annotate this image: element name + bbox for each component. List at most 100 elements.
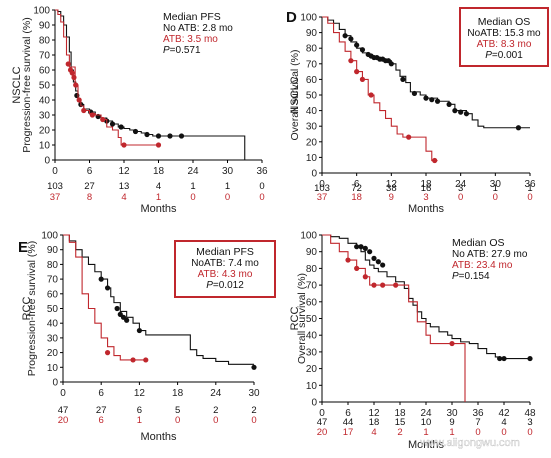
nsclc-os-y-tick-label: 80 [306,44,318,55]
nsclc-pfs-x-tick-label: 12 [118,166,130,177]
nsclc-pfs-x-tick-label: 36 [256,166,268,177]
nsclc-pfs-y-tick-label: 90 [39,21,51,32]
nsclc-pfs-censor-no_atb [144,131,150,138]
nsclc-os-x-tick-label: 12 [386,179,398,190]
rcc-os-risk-atb: 0 [527,427,532,438]
rcc-os-censor-atb [449,340,455,347]
nsclc-os-median-no-atb: NoATB: 15.3 mo [467,28,541,39]
rcc-pfs-curve-atb [63,234,146,361]
rcc-os-x-tick-label: 12 [368,408,380,419]
nsclc-pfs-y-tick-label: 30 [39,111,51,122]
nsclc-os-x-tick-label: 18 [420,179,432,190]
rcc-os-censor-atb [380,282,386,288]
nsclc-os-censor-no_atb [354,42,360,48]
rcc-pfs-risk-atb: 0 [213,415,218,426]
nsclc-pfs-risk-no-atb: 0 [259,181,264,192]
nsclc-pfs-median-no-atb: No ATB: 2.8 mo [163,23,233,34]
nsclc-os-risk-no-atb: 16 [421,183,432,194]
nsclc-pfs-risk-atb: 0 [190,192,195,203]
rcc-os-curve-atb [322,234,466,402]
nsclc-os-censor-no_atb [434,98,441,104]
rcc-os-x-tick-label: 0 [319,408,325,419]
nsclc-pfs-risk-atb: 0 [259,192,264,203]
nsclc-os-y-tick-label: 60 [306,75,318,86]
nsclc-pfs-censor-no_atb [167,133,173,139]
nsclc-os-risk-no-atb: 38 [386,183,397,194]
rcc-pfs-median-no-atb: NoATB: 7.4 mo [191,258,259,269]
rcc-pfs-x-tick-label: 24 [210,388,222,399]
nsclc-os-y-tick-label: 100 [300,13,317,24]
rcc-os-x-tick-label: 48 [524,408,536,419]
nsclc-os-x-tick-label: 36 [524,179,536,190]
nsclc-pfs-censor-no_atb [118,124,124,130]
rcc-os-censor-atb [393,282,399,288]
nsclc-pfs-censor-no_atb [74,92,80,99]
nsclc-os-censor-no_atb [400,76,406,82]
nsclc-os-median-box [459,7,549,67]
nsclc-os-censor-no_atb [348,36,354,42]
rcc-pfs-censor-atb [130,357,136,363]
rcc-pfs-risk-atb: 20 [58,415,69,426]
nsclc-pfs-risk-no-atb: 27 [84,181,95,192]
nsclc-os-risk-no-atb: 1 [493,183,498,194]
rcc-pfs-risk-atb: 0 [175,415,180,426]
rcc-os-risk-no-atb: 18 [369,417,380,428]
nsclc-pfs-risk-no-atb: 4 [156,181,161,192]
rcc-os-median-p: P=0.154 [452,271,490,282]
rcc-os-y-tick-label: 50 [306,314,318,325]
nsclc-os-median-p: P=0.001 [485,50,523,61]
rcc-pfs-censor-atb [143,357,149,363]
nsclc-pfs-y-tick-label: 10 [39,141,51,152]
rcc-pfs-panel-letter: E [18,239,28,256]
rcc-os-censor-no_atb [362,245,368,251]
nsclc-os-median-atb: ATB: 8.3 mo [477,39,532,50]
rcc-os-y-tick-label: 40 [306,331,318,342]
nsclc-pfs-censor-atb [89,112,95,118]
nsclc-pfs-censor-atb [100,116,106,123]
nsclc-os-panel-letter: D [286,9,297,26]
rcc-pfs-risk-atb: 1 [137,415,142,426]
nsclc-pfs-median-atb: ATB: 3.5 mo [163,34,218,45]
nsclc-os-censor-no_atb [429,97,435,103]
rcc-pfs-row-label: RCC [21,297,33,321]
nsclc-pfs-row-label: NSCLC [11,66,23,103]
nsclc-os-y-tick-label: 70 [306,59,318,70]
nsclc-pfs-curve-no_atb [55,9,246,160]
rcc-pfs-x-axis-label: Months [140,431,177,443]
rcc-os-risk-atb: 1 [423,427,428,438]
rcc-pfs-y-tick-label: 10 [47,363,59,374]
rcc-pfs-x-tick-label: 0 [60,388,66,399]
nsclc-os-censor-no_atb [458,109,464,115]
nsclc-os-p-symbol: P [485,50,492,61]
nsclc-pfs-y-tick-label: 100 [33,6,50,17]
rcc-os-y-tick-label: 70 [306,281,318,292]
rcc-pfs-y-tick-label: 40 [47,319,59,330]
rcc-os-x-tick-label: 42 [498,408,510,419]
nsclc-pfs-curve-atb [55,9,159,146]
rcc-os-censor-no_atb [358,244,364,250]
nsclc-os-x-tick-label: 30 [490,179,502,190]
rcc-pfs-x-tick-label: 30 [248,388,260,399]
rcc-os-row-label: RCC [289,307,301,331]
rcc-pfs-y-tick-label: 80 [47,260,59,271]
nsclc-pfs-risk-atb: 0 [225,192,230,203]
nsclc-pfs-censor-atb [76,97,82,103]
rcc-os-y-tick-label: 60 [306,297,318,308]
nsclc-os-y-tick-label: 10 [306,153,318,164]
rcc-os-censor-no_atb [527,355,533,362]
rcc-os-median-title: Median OS [452,237,505,249]
rcc-pfs-censor-atb [104,350,111,356]
nsclc-os-risk-no-atb: 1 [527,183,532,194]
rcc-os-censor-no_atb [371,255,377,261]
nsclc-os-risk-atb: 0 [493,192,498,203]
rcc-os-y-tick-label: 0 [311,398,317,409]
nsclc-os-censor-atb [348,58,354,64]
nsclc-pfs-censor-atb [73,82,79,88]
rcc-pfs-median-atb: ATB: 4.3 mo [198,269,253,280]
nsclc-os-risk-no-atb: 3 [458,183,463,194]
rcc-pfs-risk-atb: 0 [251,415,256,426]
rcc-pfs-risk-no-atb: 2 [213,405,218,416]
nsclc-os-censor-no_atb [515,125,522,131]
nsclc-pfs-y-tick-label: 60 [39,66,51,77]
